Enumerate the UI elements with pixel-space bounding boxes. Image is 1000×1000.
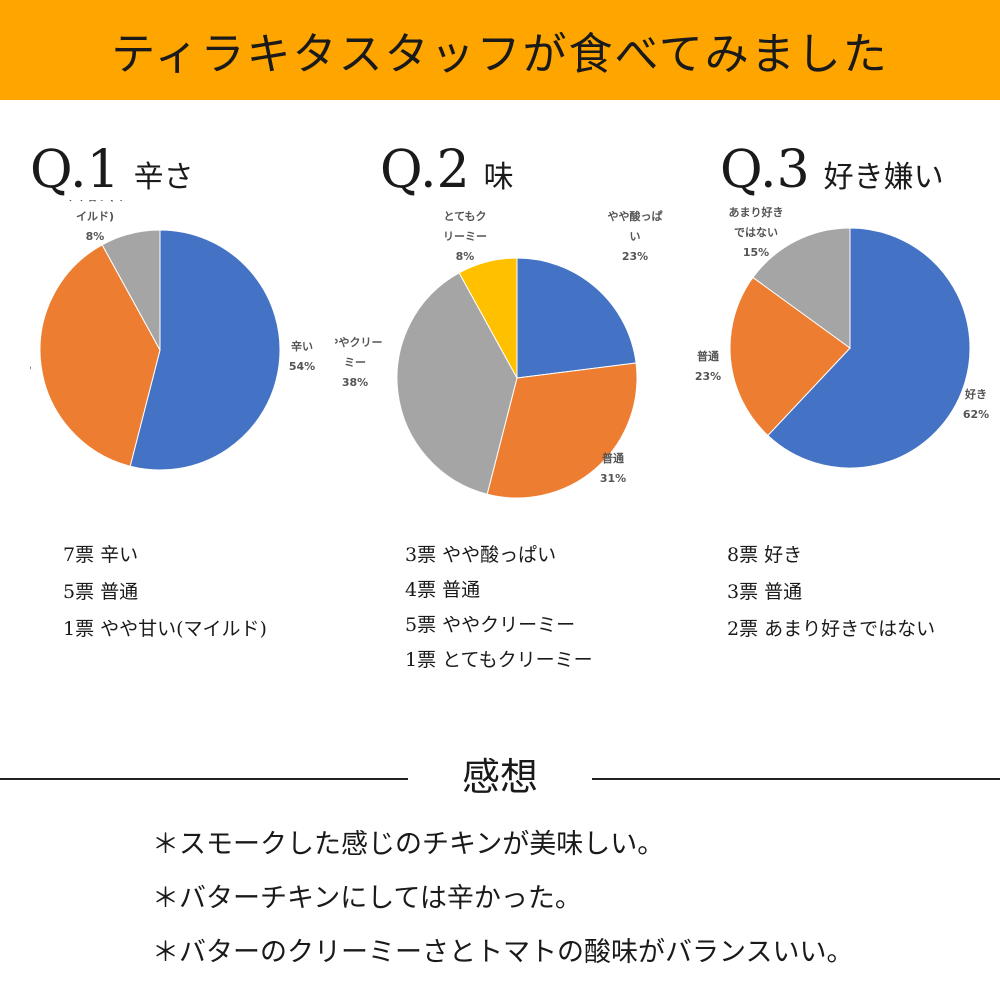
- pie-data-label: 普通 31%: [600, 451, 626, 485]
- question-label: 好き嫌い: [823, 160, 944, 195]
- question-number: Q.1: [30, 140, 120, 200]
- pie-data-label: あまり好きではない 15%: [729, 205, 784, 259]
- vote-line: 3票 やや酸っぱい: [405, 544, 557, 566]
- question-1-heading: Q.1 辛さ: [30, 140, 194, 200]
- vote-line: 8票 好き: [727, 544, 803, 566]
- pie-slice: [458, 257, 518, 379]
- vote-line: 2票 あまり好きではない: [727, 618, 936, 640]
- question-label: 辛さ: [133, 160, 194, 195]
- vote-line: 3票 普通: [727, 581, 803, 603]
- question-3-section: Q.3 好き嫌い 好き 62% 普通 23% あまり好きではない 15%: [670, 140, 1000, 540]
- vote-list-q2: 3票 やや酸っぱい 4票 普通 5票 ややクリーミー 1票 とてもクリーミー: [405, 540, 593, 680]
- pie-slice: [752, 227, 851, 349]
- pie-slice: [39, 244, 161, 467]
- pie-data-label: やや酸っぱい 23%: [608, 209, 663, 263]
- pie-chart-preference: 好き 62% 普通 23% あまり好きではない 15%: [695, 205, 989, 469]
- question-number: Q.3: [720, 140, 810, 200]
- pie-slice: [486, 362, 638, 499]
- impressions-title: 感想: [461, 755, 538, 799]
- question-label: 味: [483, 160, 514, 195]
- pie-slice: [101, 229, 161, 351]
- pie-slice: [396, 272, 518, 495]
- vote-list-q3: 8票 好き 3票 普通 2票 あまり好きではない: [727, 540, 935, 651]
- pie-data-label: ややクリーミー38%: [335, 336, 383, 389]
- header-banner: ティラキタスタッフが食べてみました: [0, 0, 1000, 100]
- question-number: Q.2: [380, 140, 470, 200]
- pie-data-label: やや甘い(マイルド)8%: [65, 200, 125, 243]
- comment-item: ＊スモークした感じのチキンが美味しい。: [152, 829, 665, 860]
- pie-data-label: とてもクリーミー 8%: [443, 210, 487, 263]
- comment-item: ＊バターのクリーミーさとトマトの酸味がバランスいい。: [152, 937, 854, 968]
- vote-line: 1票 やや甘い(マイルド): [63, 618, 267, 640]
- pie-slice: [516, 257, 637, 379]
- pie-data-label: 辛い 54%: [289, 339, 315, 373]
- divider-left: [0, 778, 408, 780]
- comments-list: ＊スモークした感じのチキンが美味しい。 ＊バターチキンにしては辛かった。 ＊バタ…: [152, 822, 853, 984]
- vote-line: 7票 辛い: [63, 544, 139, 566]
- vote-list-q1: 7票 辛い 5票 普通 1票 やや甘い(マイルド): [63, 540, 267, 651]
- vote-line: 5票 普通: [63, 581, 139, 603]
- pie-data-label: 好き 62%: [963, 387, 989, 421]
- page-title: ティラキタスタッフが食べてみました: [111, 29, 889, 80]
- divider-right: [592, 778, 1000, 780]
- pie-slice: [767, 227, 971, 469]
- vote-line: 4票 普通: [405, 579, 481, 601]
- question-3-heading: Q.3 好き嫌い: [720, 140, 944, 200]
- pie-data-label: 普通38%: [30, 339, 31, 373]
- vote-line: 1票 とてもクリーミー: [405, 649, 593, 671]
- question-2-heading: Q.2 味: [380, 140, 514, 200]
- pie-data-label: 普通 23%: [695, 349, 721, 383]
- vote-line: 5票 ややクリーミー: [405, 614, 576, 636]
- comment-item: ＊バターチキンにしては辛かった。: [152, 883, 582, 914]
- pie-slice: [729, 276, 851, 437]
- pie-slice: [129, 229, 281, 471]
